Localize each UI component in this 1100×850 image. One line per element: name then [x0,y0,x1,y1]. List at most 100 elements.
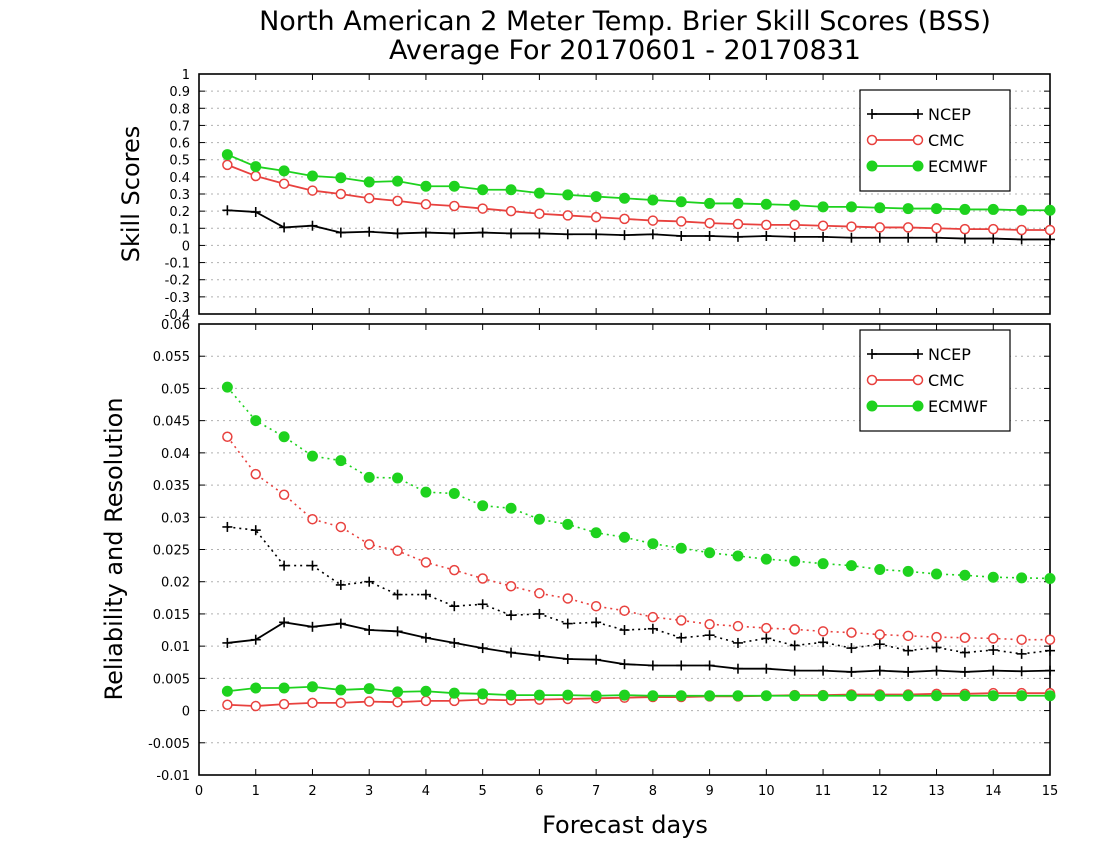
data-point-ecmwf [704,690,716,702]
x-tick-label: 9 [705,784,713,799]
data-point-ecmwf [392,472,404,484]
x-tick-label: 10 [758,784,775,799]
x-tick-label: 12 [872,784,889,799]
y-tick-label: 1 [182,68,190,83]
data-point-ncep [676,632,687,643]
data-point-ncep [364,576,375,587]
data-point-cmc [278,178,290,189]
data-point-ecmwf [845,201,857,213]
data-point-ncep [222,205,233,216]
data-point-ncep [279,222,290,233]
data-point-ncep [704,231,715,241]
data-point-cmc [363,539,375,550]
data-point-cmc [647,215,659,226]
data-point-cmc [874,222,886,233]
data-point-ecmwf [647,194,659,206]
data-point-ncep [591,617,602,628]
x-tick-label: 8 [649,784,657,799]
data-point-ncep [818,637,829,648]
data-point-ecmwf [817,201,829,213]
data-point-ncep [931,665,942,676]
data-point-ecmwf [789,690,801,702]
legend-label-ecmwf: ECMWF [928,397,988,416]
data-point-cmc [1016,634,1027,645]
data-point-ncep [335,618,346,629]
data-point-ecmwf [1016,204,1028,216]
legend-label-ecmwf: ECMWF [928,157,988,176]
data-point-ncep [562,654,573,665]
legend: NCEP CMC ECMWF [859,329,1011,432]
data-point-ecmwf [675,542,687,554]
data-point-ncep [846,643,857,654]
data-point-ecmwf [420,180,432,192]
data-point-ncep [732,231,743,242]
data-point-ecmwf [959,690,971,702]
data-point-ecmwf [250,682,262,694]
data-point-cmc [335,188,347,200]
y-axis-title: Skill Scores [117,126,145,263]
data-point-cmc [477,203,488,214]
data-point-cmc [675,216,687,227]
data-point-cmc [647,611,659,623]
data-point-ecmwf [732,690,744,702]
data-point-ncep [988,665,999,676]
data-point-ncep [676,231,687,241]
data-point-cmc [959,223,971,235]
data-point-ncep [335,579,346,590]
data-point-cmc [278,489,290,500]
data-point-cmc [222,699,233,711]
y-tick-label: 0 [182,239,190,254]
data-point-ecmwf [789,555,801,567]
reliability-resolution-panel: -0.01 -0.005 0 0.005 0.01 0.015 0.02 0.025 0.03 0… [100,318,1058,799]
data-point-cmc [789,219,800,231]
x-tick-label: 6 [535,784,543,799]
data-point-ncep [619,659,630,670]
data-point-cmc [505,205,517,217]
y-tick-label: 0.035 [153,479,190,494]
x-tick-label: 1 [252,784,260,799]
data-point-ncep [761,663,772,674]
data-point-ncep [867,349,877,359]
data-point-ecmwf [619,192,630,204]
data-point-ecmwf [392,175,404,187]
data-point-cmc [250,170,261,182]
data-point-ncep [534,608,545,619]
data-point-cmc [959,632,971,644]
data-point-ncep [647,229,658,240]
data-point-ecmwf [931,690,943,702]
data-point-ncep [761,633,772,644]
legend-label-cmc: CMC [928,131,964,150]
data-point-ecmwf [845,690,857,702]
data-point-ecmwf [987,203,999,215]
data-point-ecmwf [874,202,886,214]
data-point-cmc [335,521,347,533]
data-point-cmc [704,618,715,630]
data-point-ecmwf [590,191,602,203]
data-point-cmc [1016,224,1027,236]
y-tick-label: -0.1 [165,257,190,272]
data-point-ecmwf [477,688,489,700]
data-point-cmc [420,557,432,568]
data-point-ncep [789,640,800,651]
data-point-cmc [505,580,517,592]
data-point-ecmwf [533,513,545,525]
data-point-cmc [278,698,290,710]
x-tick-label: 13 [928,784,945,799]
data-point-ncep [506,647,517,658]
data-point-ecmwf [590,690,602,702]
data-point-ecmwf [931,203,943,215]
data-point-cmc [449,200,460,212]
data-point-ncep [420,589,431,600]
y-tick-label: 0.6 [169,137,190,152]
data-point-ecmwf [278,682,290,694]
x-tick-label: 2 [308,784,316,799]
y-tick-label: 0.005 [153,672,190,687]
data-point-ncep [903,645,914,656]
data-point-cmc [732,218,744,230]
data-point-cmc [420,199,432,210]
data-point-ncep [647,623,658,634]
data-point-ncep [392,626,403,637]
data-point-cmc [988,223,999,235]
data-point-ncep [279,617,290,628]
